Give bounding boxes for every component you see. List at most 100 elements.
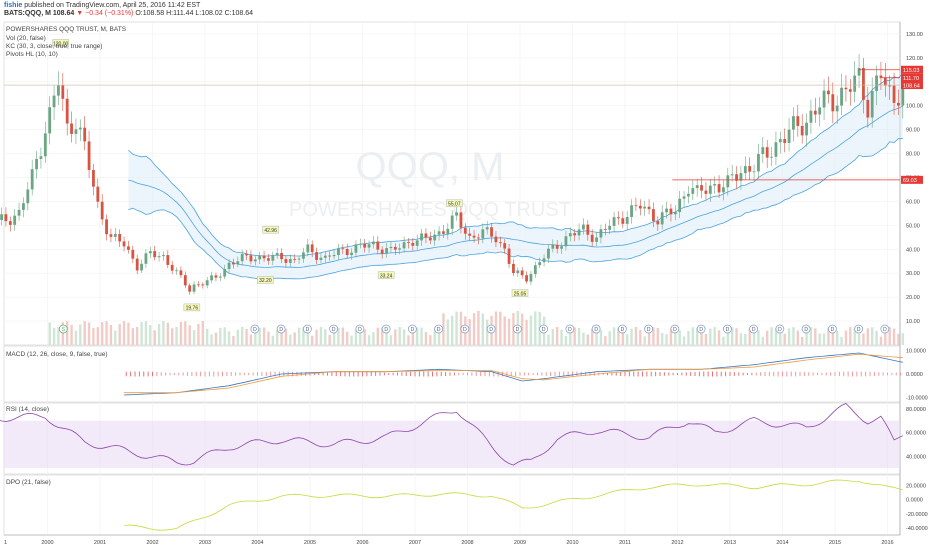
macd-histogram-bar [747, 372, 748, 376]
dividend-marker [355, 324, 365, 334]
volume-bar [48, 322, 51, 345]
candle-body [700, 185, 703, 191]
dividend-marker [591, 324, 601, 334]
price-axis-badge-text: 111.70 [903, 76, 919, 82]
candle-body [774, 142, 778, 157]
volume-bar [709, 328, 712, 345]
candle-body [197, 284, 200, 286]
macd-histogram-bar [646, 371, 648, 377]
year-label-edge: 1 [4, 540, 7, 546]
candle-body [262, 255, 266, 259]
dividend-marker-text: D [516, 327, 520, 333]
macd-histogram-bar [265, 371, 267, 377]
macd-histogram-bar [716, 371, 718, 377]
rsi-tick-label: 80.0000 [906, 407, 926, 413]
candle-body [105, 219, 108, 235]
macd-histogram-bar [178, 372, 180, 376]
candle-body [743, 166, 747, 174]
candle-body [656, 221, 660, 225]
candle-body [166, 255, 170, 265]
pivot-tag [183, 303, 201, 312]
candle-body [92, 169, 95, 187]
volume-bar [805, 330, 808, 345]
candle-body [253, 259, 257, 262]
candle-body [783, 139, 787, 143]
macd-histogram-bar [388, 372, 390, 376]
volume-bar [149, 325, 152, 345]
candle-body [83, 127, 87, 142]
volume-bar [639, 330, 642, 345]
candle-body [687, 193, 690, 197]
pivot-tag-text: 25.05 [514, 291, 527, 297]
candle-body [26, 189, 30, 204]
volume-bar [713, 327, 716, 345]
macd-histogram-bar [471, 372, 473, 376]
volume-bar [315, 329, 318, 345]
dividend-marker-text: D [253, 327, 257, 333]
macd-histogram-bar [488, 371, 490, 377]
candle-body [717, 184, 721, 193]
candle-body [170, 264, 174, 271]
macd-tick-label: -10.0000 [906, 395, 928, 401]
candle-body [498, 242, 502, 244]
ohlc-line: BATS:QQQ, M 108.64 ▼ −0.34 (−0.31%) O:10… [4, 10, 253, 17]
macd-histogram-bar [563, 371, 565, 377]
dividend-marker-text: D [332, 327, 336, 333]
candle-body [57, 85, 60, 96]
dividend-marker [696, 324, 706, 334]
macd-histogram-bar [348, 371, 350, 377]
candle-body [551, 244, 555, 249]
rsi-pane-title: RSI (14, close) [6, 406, 49, 413]
volume-bar [595, 327, 598, 345]
macd-histogram-bar [733, 372, 735, 376]
candle-body [127, 246, 130, 250]
signal-line [124, 353, 903, 394]
pivot-tag [511, 289, 529, 297]
price-axis-badge [901, 175, 923, 184]
macd-histogram-bar [663, 372, 665, 376]
macd-histogram-bar [165, 372, 167, 376]
macd-histogram-bar [712, 371, 713, 377]
candle-body [778, 139, 782, 143]
author-link[interactable]: fishie [4, 2, 23, 9]
macd-histogram-bar [633, 371, 635, 377]
main-tick-label: 10.00 [906, 319, 920, 325]
volume-bar [65, 321, 69, 345]
dividend-marker [434, 324, 443, 334]
candle-body [323, 255, 327, 258]
candle-body [393, 246, 397, 250]
macd-histogram-bar [703, 371, 705, 377]
candle-body [708, 185, 712, 194]
macd-histogram-bar [720, 371, 722, 377]
volume-bar [389, 335, 393, 345]
candle-body [796, 116, 800, 126]
dividend-marker [618, 324, 627, 334]
candle-body [210, 275, 213, 281]
macd-histogram-bar [182, 372, 184, 376]
volume-bar [700, 333, 703, 345]
macd-histogram-bar [335, 371, 337, 377]
candle-body [879, 75, 883, 78]
candle-body [65, 98, 69, 124]
volume-bar [827, 328, 830, 345]
volume-bar [201, 321, 205, 345]
macd-histogram-bar [331, 372, 333, 376]
macd-histogram-bar [502, 371, 503, 377]
volume-bar [560, 329, 563, 345]
candle-body [118, 233, 122, 242]
candle-body [455, 212, 458, 216]
macd-histogram-bar [589, 372, 591, 376]
candle-body [214, 275, 218, 278]
volume-bar [866, 328, 870, 345]
main-tick-label: 130.00 [906, 32, 923, 38]
volume-bar [271, 335, 275, 345]
volume-bar [127, 322, 130, 345]
macd-histogram-bar [357, 371, 359, 377]
rsi-line [0, 403, 903, 466]
watermark-name: POWERSHARES QQQ TRUST [289, 199, 571, 221]
dividend-marker-text: D [306, 327, 310, 333]
candle-body [564, 236, 568, 247]
macd-histogram-bar [834, 372, 836, 376]
candle-body [625, 216, 629, 224]
